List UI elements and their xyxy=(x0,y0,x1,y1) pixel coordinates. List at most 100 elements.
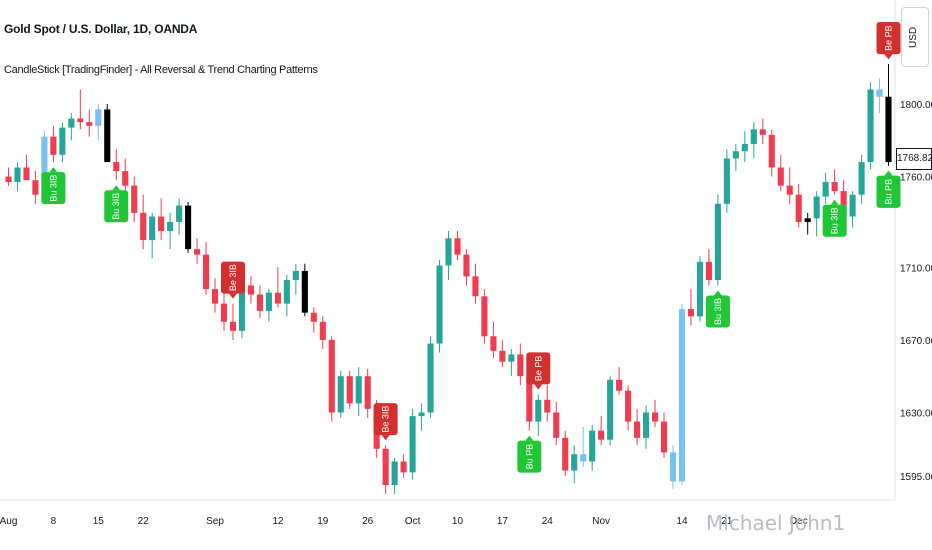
time-tick-label: 15 xyxy=(93,516,105,527)
signal-box xyxy=(876,175,901,208)
candle-body xyxy=(194,249,201,255)
signal-pointer xyxy=(525,435,534,441)
candle-body xyxy=(589,430,596,462)
candle-body xyxy=(122,171,129,186)
candle-body xyxy=(625,390,632,422)
signal-pointer xyxy=(381,435,390,441)
candle xyxy=(131,176,138,222)
candle-body xyxy=(104,109,111,163)
candle-body xyxy=(86,122,93,126)
time-tick-label: 8 xyxy=(51,516,57,527)
candle-body xyxy=(678,309,686,482)
candle-body xyxy=(463,254,470,277)
time-tick-label: 21 xyxy=(721,516,733,527)
candle xyxy=(176,198,183,235)
candle-body xyxy=(167,221,174,232)
current-price-tag: 1768.825 xyxy=(896,148,932,170)
candle xyxy=(113,149,120,181)
candle-body xyxy=(176,205,183,222)
signal-pointer xyxy=(49,167,58,173)
candle xyxy=(32,171,39,204)
candle xyxy=(714,194,721,286)
candle xyxy=(849,191,856,228)
candle xyxy=(535,394,542,437)
time-tick-label: 24 xyxy=(542,516,554,527)
signal-pointer xyxy=(830,199,839,205)
candle-body xyxy=(409,416,416,473)
candle xyxy=(481,289,488,344)
candle xyxy=(876,78,883,114)
candle xyxy=(580,427,587,467)
candle-body xyxy=(840,191,847,217)
signal-text: Be PB xyxy=(884,25,894,51)
candle xyxy=(687,289,695,326)
candle xyxy=(95,104,102,141)
candle-body xyxy=(68,118,75,128)
candle xyxy=(463,249,470,286)
currency-label: USD xyxy=(908,26,919,48)
candle xyxy=(247,276,254,304)
time-tick-label: 26 xyxy=(362,516,374,527)
bear-signal-label: Be PB xyxy=(876,22,901,60)
candle xyxy=(678,303,686,486)
candle xyxy=(660,412,668,458)
signal-labels-layer: Bu 3IB Bu 3IB Be 3IB Be 3IB Bu PB Be PB Bu 3IB… xyxy=(41,22,901,473)
candle xyxy=(427,336,434,418)
candle-body xyxy=(867,89,874,163)
price-tick-label: 1595.000 xyxy=(900,472,932,483)
candle-body xyxy=(454,238,461,255)
candle xyxy=(651,399,659,428)
candle xyxy=(768,129,775,177)
candle-body xyxy=(607,379,614,440)
bull-signal-label: Bu 3IB xyxy=(104,185,129,223)
candle xyxy=(867,82,874,170)
bull-signal-label: Bu PB xyxy=(876,170,901,208)
bull-signal-label: Bu 3IB xyxy=(822,199,847,237)
candle-body xyxy=(562,437,569,471)
candle-body xyxy=(229,321,237,331)
candle-body xyxy=(517,354,524,377)
candle-body xyxy=(418,412,425,417)
candle xyxy=(589,425,596,471)
candle xyxy=(418,403,425,431)
signal-text: Bu 3IB xyxy=(830,207,840,234)
candle-body xyxy=(400,461,407,473)
time-tick-label: 10 xyxy=(452,516,464,527)
price-tick-label: 1760.000 xyxy=(900,173,932,184)
candle xyxy=(625,385,632,431)
candle-body xyxy=(813,196,820,219)
candle-body xyxy=(445,238,452,266)
candle xyxy=(194,238,201,264)
candle-body xyxy=(490,336,497,351)
candle-body xyxy=(795,194,802,222)
candle xyxy=(283,274,290,317)
signal-pointer xyxy=(534,384,543,390)
symbol-title[interactable]: Gold Spot / U.S. Dollar, 1D, OANDA xyxy=(4,22,198,36)
candle-body xyxy=(355,376,362,404)
candle xyxy=(355,367,362,417)
bull-signal-label: Bu 3IB xyxy=(705,290,730,328)
candle-body xyxy=(616,379,623,391)
candle-body xyxy=(669,452,677,482)
candle-body xyxy=(750,129,757,144)
time-tick-label: 12 xyxy=(272,516,284,527)
candle xyxy=(140,194,147,250)
candle-body xyxy=(544,399,551,413)
candle xyxy=(409,408,416,480)
candle xyxy=(59,122,66,163)
candle-body xyxy=(571,454,578,471)
bull-signal-label: Bu PB xyxy=(517,435,542,473)
candle-body xyxy=(211,289,219,304)
candle-body xyxy=(885,96,892,163)
candle xyxy=(158,198,165,241)
candle xyxy=(445,231,452,281)
candle-body xyxy=(149,216,156,241)
candle xyxy=(696,256,703,322)
candle-body xyxy=(508,354,515,362)
indicator-name[interactable]: CandleStick [TradingFinder] - All Revers… xyxy=(4,64,318,76)
candle xyxy=(759,118,766,144)
time-tick-label: Aug xyxy=(0,516,17,527)
candle-body xyxy=(131,185,138,213)
currency-button[interactable]: USD xyxy=(901,7,929,67)
